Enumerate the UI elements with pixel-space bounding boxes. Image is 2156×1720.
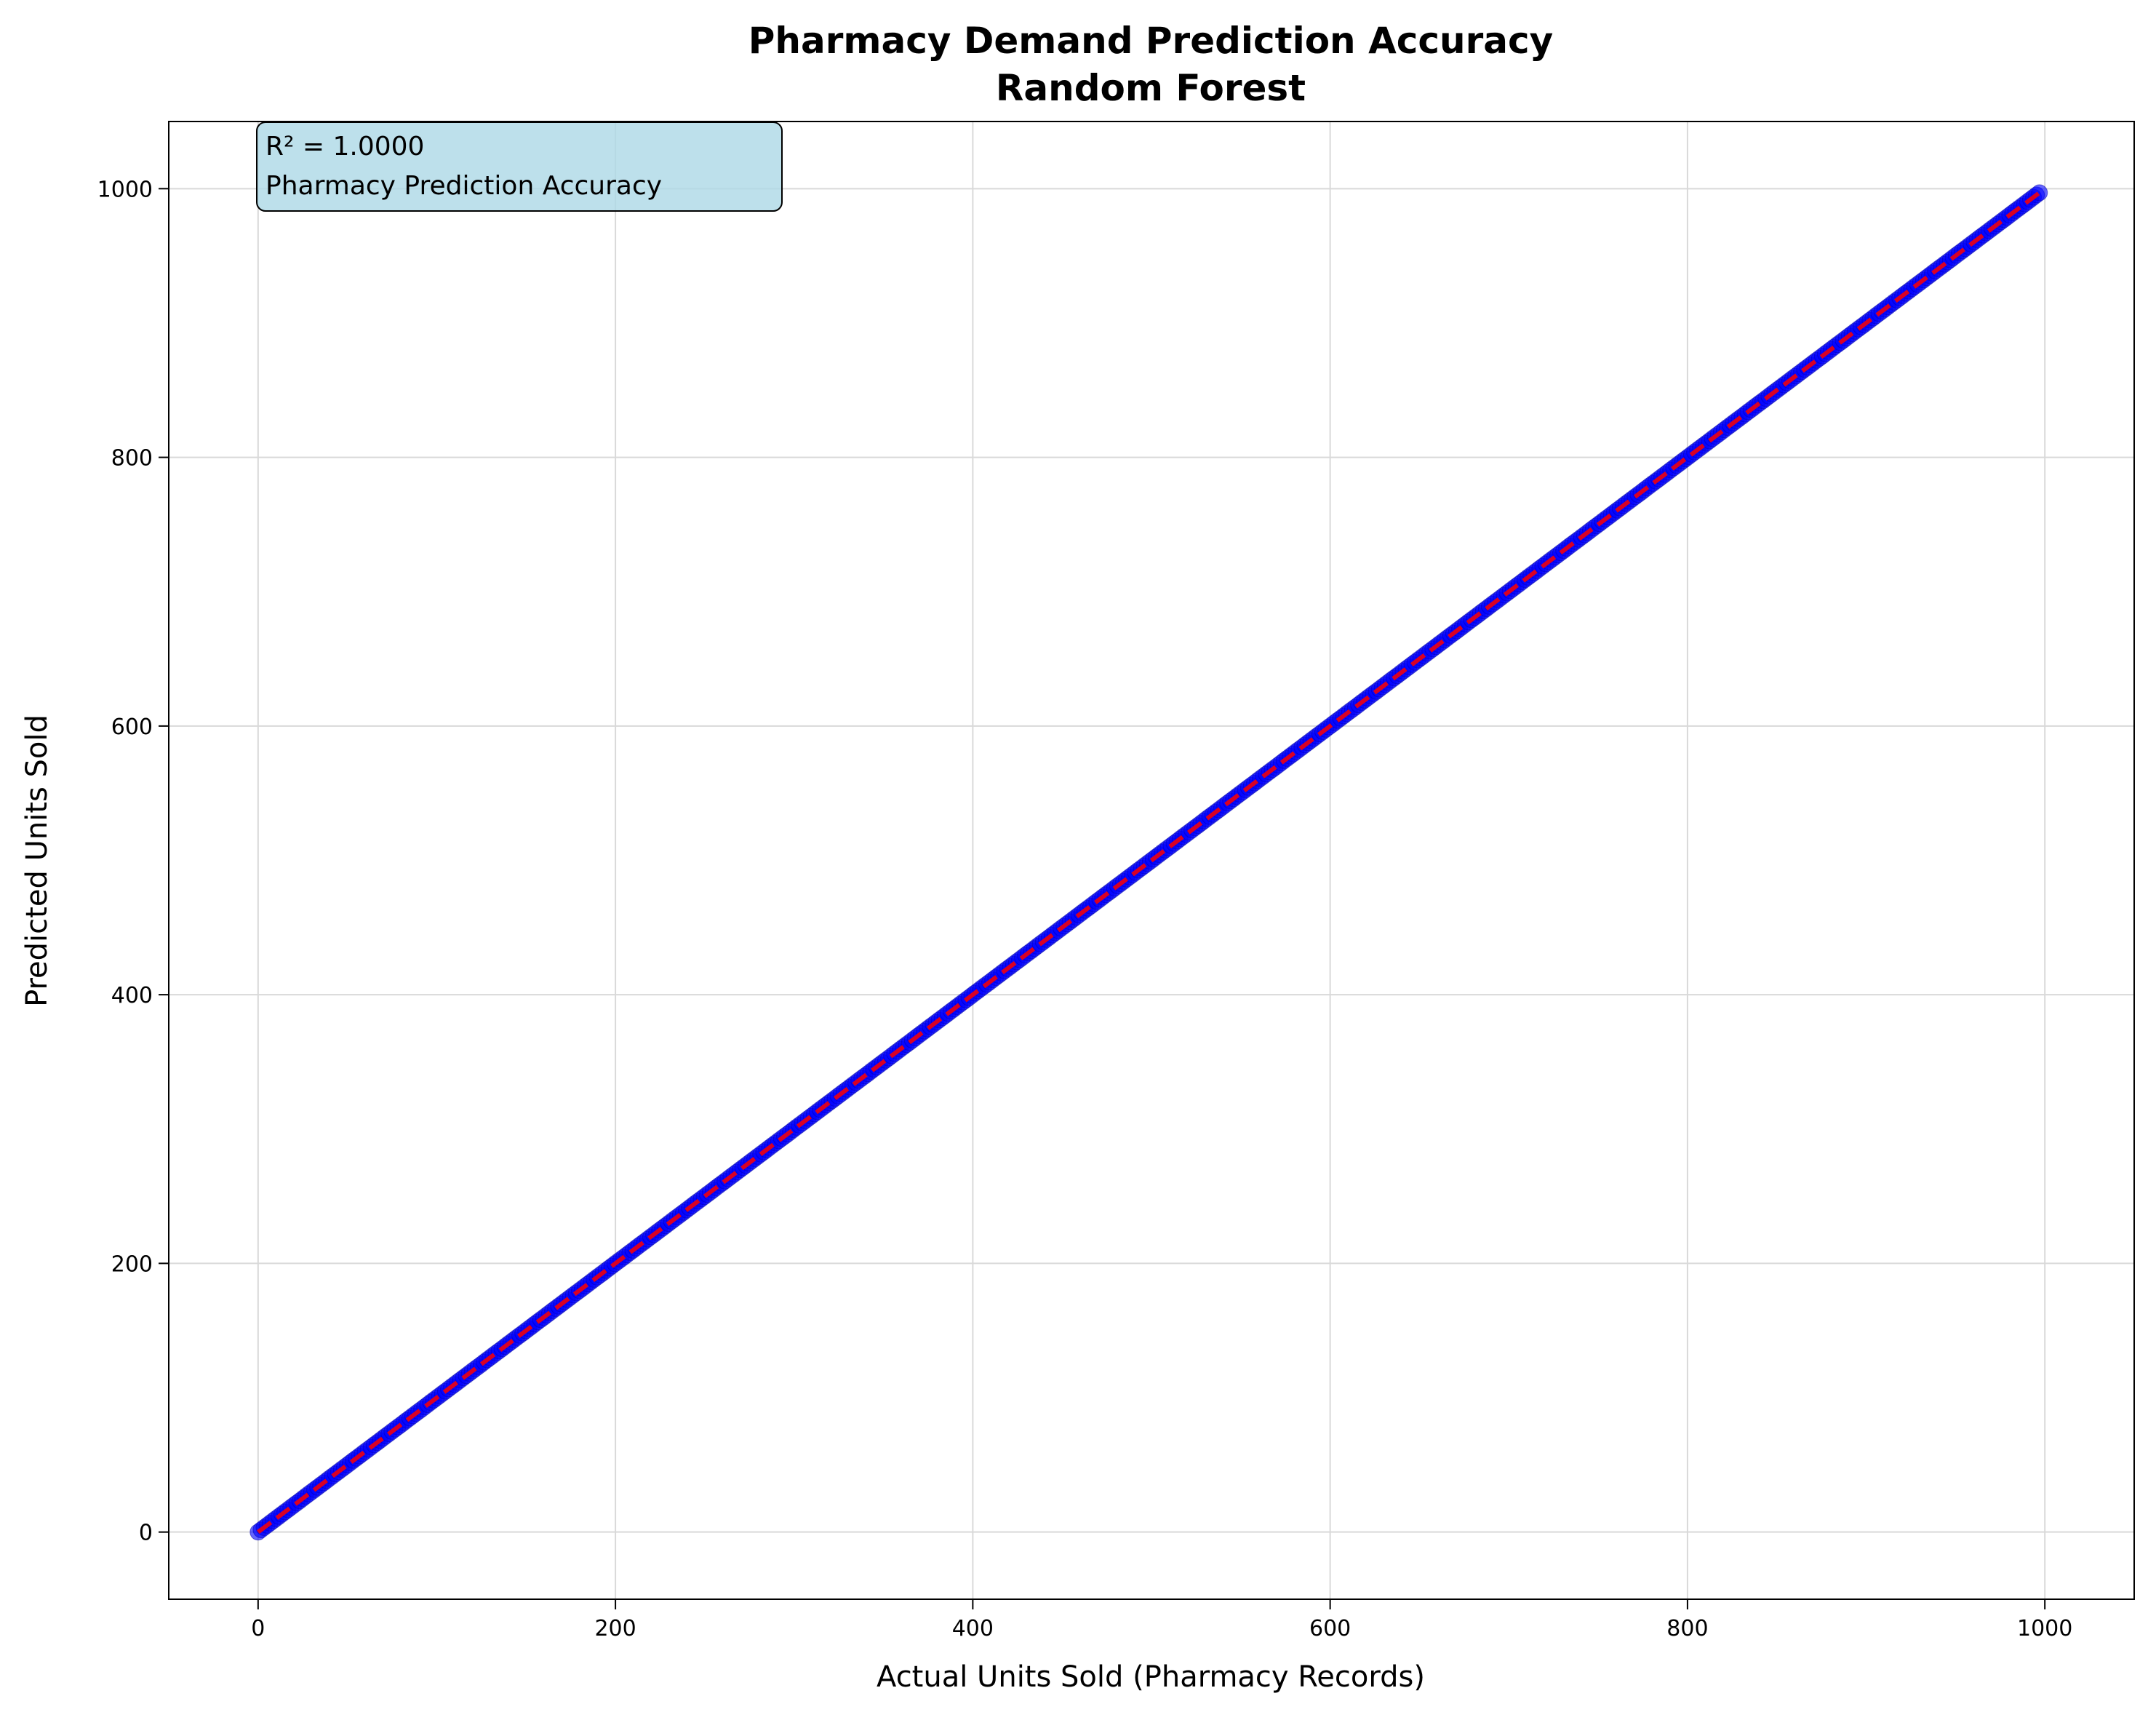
chart-title: Pharmacy Demand Prediction Accuracy — [748, 20, 1554, 62]
chart-subtitle: Random Forest — [996, 67, 1306, 109]
y-tick-label: 0 — [139, 1521, 153, 1546]
r2-annotation: R² = 1.0000 Pharmacy Prediction Accuracy — [256, 122, 783, 212]
x-tick-label: 800 — [1666, 1616, 1708, 1641]
x-tick-label: 0 — [251, 1616, 265, 1641]
annotation-r2: R² = 1.0000 — [265, 132, 424, 162]
x-tick-label: 1000 — [2017, 1616, 2072, 1641]
y-tick-label: 400 — [111, 983, 153, 1008]
annotation-box — [256, 122, 783, 212]
y-tick-label: 600 — [111, 714, 153, 740]
x-axis-label: Actual Units Sold (Pharmacy Records) — [877, 1660, 1425, 1694]
y-tick-label: 1000 — [97, 177, 153, 202]
y-tick-label: 200 — [111, 1251, 153, 1277]
axis-ticks: 0 200 400 600 800 1000 0 200 400 600 800 1000 — [97, 177, 2073, 1641]
y-tick-label: 800 — [111, 446, 153, 471]
y-axis-label: Predicted Units Sold — [20, 714, 54, 1007]
plot-frame — [168, 121, 2135, 1600]
x-tick-label: 200 — [594, 1616, 636, 1641]
x-tick-label: 600 — [1309, 1616, 1351, 1641]
annotation-caption: Pharmacy Prediction Accuracy — [265, 171, 662, 201]
x-tick-label: 400 — [952, 1616, 994, 1641]
